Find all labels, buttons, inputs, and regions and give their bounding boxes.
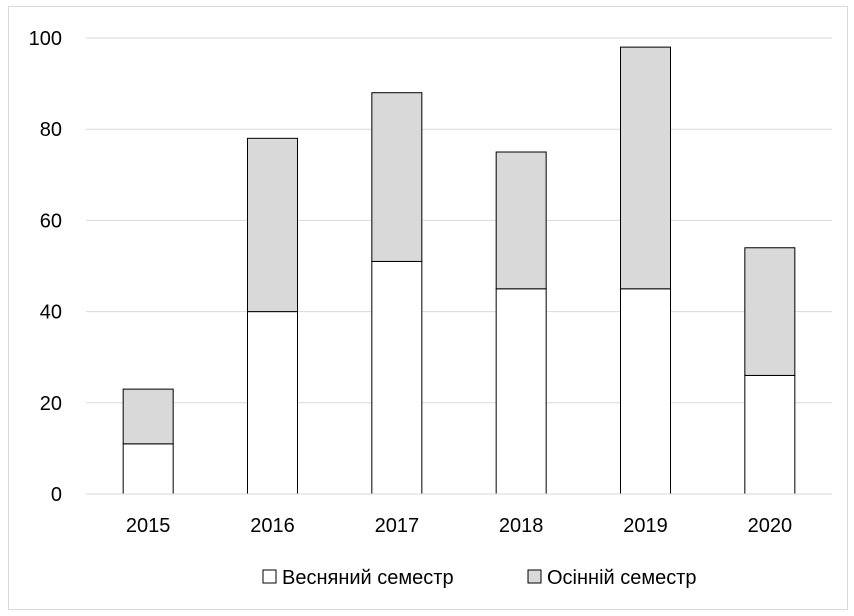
- legend-swatch: [262, 569, 277, 584]
- bar-segment-spring-2017: [371, 260, 423, 495]
- x-tick-label: 2018: [499, 515, 544, 537]
- x-tick-label: 2019: [623, 515, 668, 537]
- bar-segment-autumn-2020: [744, 247, 796, 376]
- x-tick-label: 2020: [748, 515, 793, 537]
- y-tick-label: 100: [29, 28, 62, 50]
- y-tick-label: 80: [40, 119, 62, 141]
- x-tick-label: 2017: [375, 515, 420, 537]
- x-axis: 2015 2016 2017 2018 2019 2020: [126, 515, 792, 537]
- bar-segment-autumn-2015: [122, 388, 174, 445]
- bar-segment-autumn-2016: [247, 137, 298, 313]
- legend-label: Весняний семестр: [282, 567, 454, 589]
- legend-swatch: [527, 569, 542, 584]
- y-tick-label: 0: [51, 484, 62, 506]
- legend: Весняний семестр Осінній семестр: [262, 567, 697, 589]
- y-tick-label: 60: [40, 210, 62, 232]
- y-tick-label: 20: [40, 393, 62, 415]
- bar-segment-autumn-2017: [371, 92, 423, 262]
- chart-frame: [8, 6, 848, 610]
- gridlines: [86, 37, 832, 404]
- bars: [122, 46, 796, 495]
- legend-label: Осінній семестр: [547, 567, 697, 589]
- x-tick-label: 2015: [126, 515, 171, 537]
- bar-segment-spring-2019: [620, 288, 671, 495]
- y-tick-label: 40: [40, 302, 62, 324]
- y-axis: 0 20 40 60 80 100: [29, 28, 62, 506]
- bar-segment-autumn-2019: [620, 46, 671, 290]
- bar-segment-spring-2016: [247, 311, 298, 495]
- x-tick-label: 2016: [250, 515, 295, 537]
- bar-segment-autumn-2018: [495, 151, 547, 290]
- bar-segment-spring-2020: [744, 374, 796, 495]
- bar-segment-spring-2018: [495, 288, 547, 495]
- bar-segment-spring-2015: [122, 443, 174, 495]
